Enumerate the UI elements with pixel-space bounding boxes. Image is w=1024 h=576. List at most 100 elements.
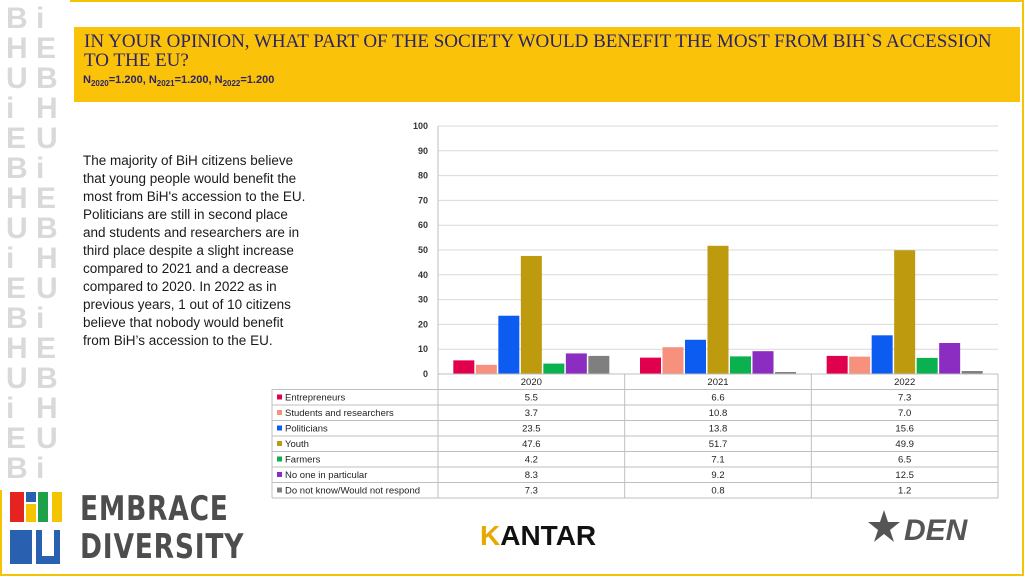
bar-do-not-know-would-not-respond-2021	[775, 372, 796, 374]
data-label: 8.3	[525, 470, 538, 481]
bar-politicians-2022	[871, 335, 893, 374]
pattern-letter: E	[36, 332, 57, 365]
bar-do-not-know-would-not-respond-2020	[588, 355, 610, 374]
bar-youth-2020	[520, 255, 542, 374]
pattern-letter: U	[36, 122, 58, 155]
embrace-diversity-logo: EMBRACE DIVERSITY	[80, 489, 245, 567]
bar-students-and-researchers-2020	[475, 364, 497, 374]
y-tick-label: 100	[413, 121, 428, 131]
pattern-letter: H	[36, 392, 58, 425]
data-label: 51.7	[709, 439, 728, 450]
y-tick-label: 90	[418, 146, 428, 156]
data-label: 49.9	[895, 439, 914, 450]
pattern-letter: i	[6, 392, 15, 425]
kantar-logo: KANTAR	[480, 520, 597, 551]
pattern-letter: H	[6, 332, 28, 365]
data-label: 15.6	[895, 424, 914, 435]
bar-politicians-2020	[498, 315, 520, 374]
legend-label: Do not know/Would not respond	[285, 486, 420, 497]
bar-entrepreneurs-2020	[453, 360, 475, 374]
data-label: 7.3	[898, 393, 911, 404]
legend-marker	[277, 410, 282, 415]
bar-entrepreneurs-2022	[826, 355, 848, 374]
data-label: 1.2	[898, 486, 911, 497]
y-tick-label: 40	[418, 270, 428, 280]
data-label: 9.2	[711, 470, 724, 481]
page-title: IN YOUR OPINION, WHAT PART OF THE SOCIET…	[84, 31, 992, 71]
pattern-letter: i	[6, 242, 15, 275]
pattern-letter: B	[6, 152, 28, 185]
pattern-letter: i	[36, 152, 45, 185]
pattern-letter: i	[36, 302, 45, 335]
data-label: 13.8	[709, 424, 728, 435]
header-banner: IN YOUR OPINION, WHAT PART OF THE SOCIET…	[74, 27, 1020, 102]
pattern-letter: H	[36, 92, 58, 125]
pattern-letter: E	[6, 422, 27, 455]
pattern-letter: U	[36, 422, 58, 455]
data-label: 4.2	[525, 455, 538, 466]
pattern-letter: B	[36, 212, 58, 245]
legend-marker	[277, 472, 282, 477]
y-tick-label: 70	[418, 195, 428, 205]
data-label: 7.3	[525, 486, 538, 497]
bar-no-one-in-particular-2020	[565, 353, 587, 374]
data-label: 12.5	[895, 470, 914, 481]
data-label: 3.7	[525, 408, 538, 419]
pattern-letter: B	[36, 362, 58, 395]
bar-farmers-2020	[543, 363, 565, 374]
bar-youth-2022	[894, 250, 916, 374]
pattern-letter: B	[36, 62, 58, 95]
bar-farmers-2022	[916, 357, 938, 374]
legend-marker	[277, 394, 282, 400]
x-category-label: 2021	[707, 377, 728, 388]
data-label: 6.6	[711, 393, 724, 404]
description-text: The majority of BiH citizens believe tha…	[83, 153, 306, 348]
legend-marker	[277, 487, 282, 493]
data-label: 5.5	[525, 393, 538, 404]
legend-label: Youth	[285, 439, 309, 450]
pattern-letter: H	[6, 32, 28, 65]
bar-farmers-2021	[730, 356, 751, 374]
pattern-letter: B	[6, 2, 28, 35]
pattern-letter: U	[6, 212, 28, 245]
legend-marker	[277, 425, 282, 431]
pattern-letter: B	[6, 452, 28, 485]
pattern-letter: U	[6, 362, 28, 395]
legend-label: Students and researchers	[285, 408, 394, 419]
y-tick-label: 20	[418, 319, 428, 329]
y-tick-label: 30	[418, 295, 428, 305]
pattern-letter: H	[6, 182, 28, 215]
data-label: 7.0	[898, 408, 911, 419]
legend-label: Politicians	[285, 424, 328, 435]
bar-politicians-2021	[685, 339, 706, 374]
legend-marker	[277, 456, 282, 462]
pattern-letter: E	[6, 122, 27, 155]
y-tick-label: 50	[418, 245, 428, 255]
legend-label: Farmers	[285, 455, 321, 466]
data-label: 47.6	[522, 439, 541, 450]
pattern-letter: E	[6, 272, 27, 305]
legend-label: No one in particular	[285, 470, 367, 481]
bar-no-one-in-particular-2022	[939, 343, 961, 374]
pattern-letter: i	[36, 2, 45, 35]
bar-no-one-in-particular-2021	[752, 351, 774, 374]
pattern-letter: U	[6, 62, 28, 95]
pattern-letter: E	[36, 182, 57, 215]
bih-eu-logo	[10, 492, 62, 564]
pattern-letter: B	[6, 302, 28, 335]
data-label: 6.5	[898, 455, 911, 466]
pattern-letter: i	[36, 452, 45, 485]
data-label: 23.5	[522, 424, 541, 435]
y-tick-label: 60	[418, 220, 428, 230]
data-label: 10.8	[709, 408, 728, 419]
bar-chart: 0 10 20 30 40 50 60 70 80 90 100 2020 2021 2022 Entrep…	[271, 121, 999, 499]
x-category-label: 2020	[521, 377, 542, 388]
pattern-letter: U	[36, 272, 58, 305]
bar-students-and-researchers-2022	[849, 356, 871, 374]
y-tick-label: 80	[418, 171, 428, 181]
legend-marker	[277, 441, 282, 446]
pattern-letter: H	[36, 242, 58, 275]
den-text: DEN	[904, 514, 969, 547]
pattern-letter: E	[36, 32, 57, 65]
